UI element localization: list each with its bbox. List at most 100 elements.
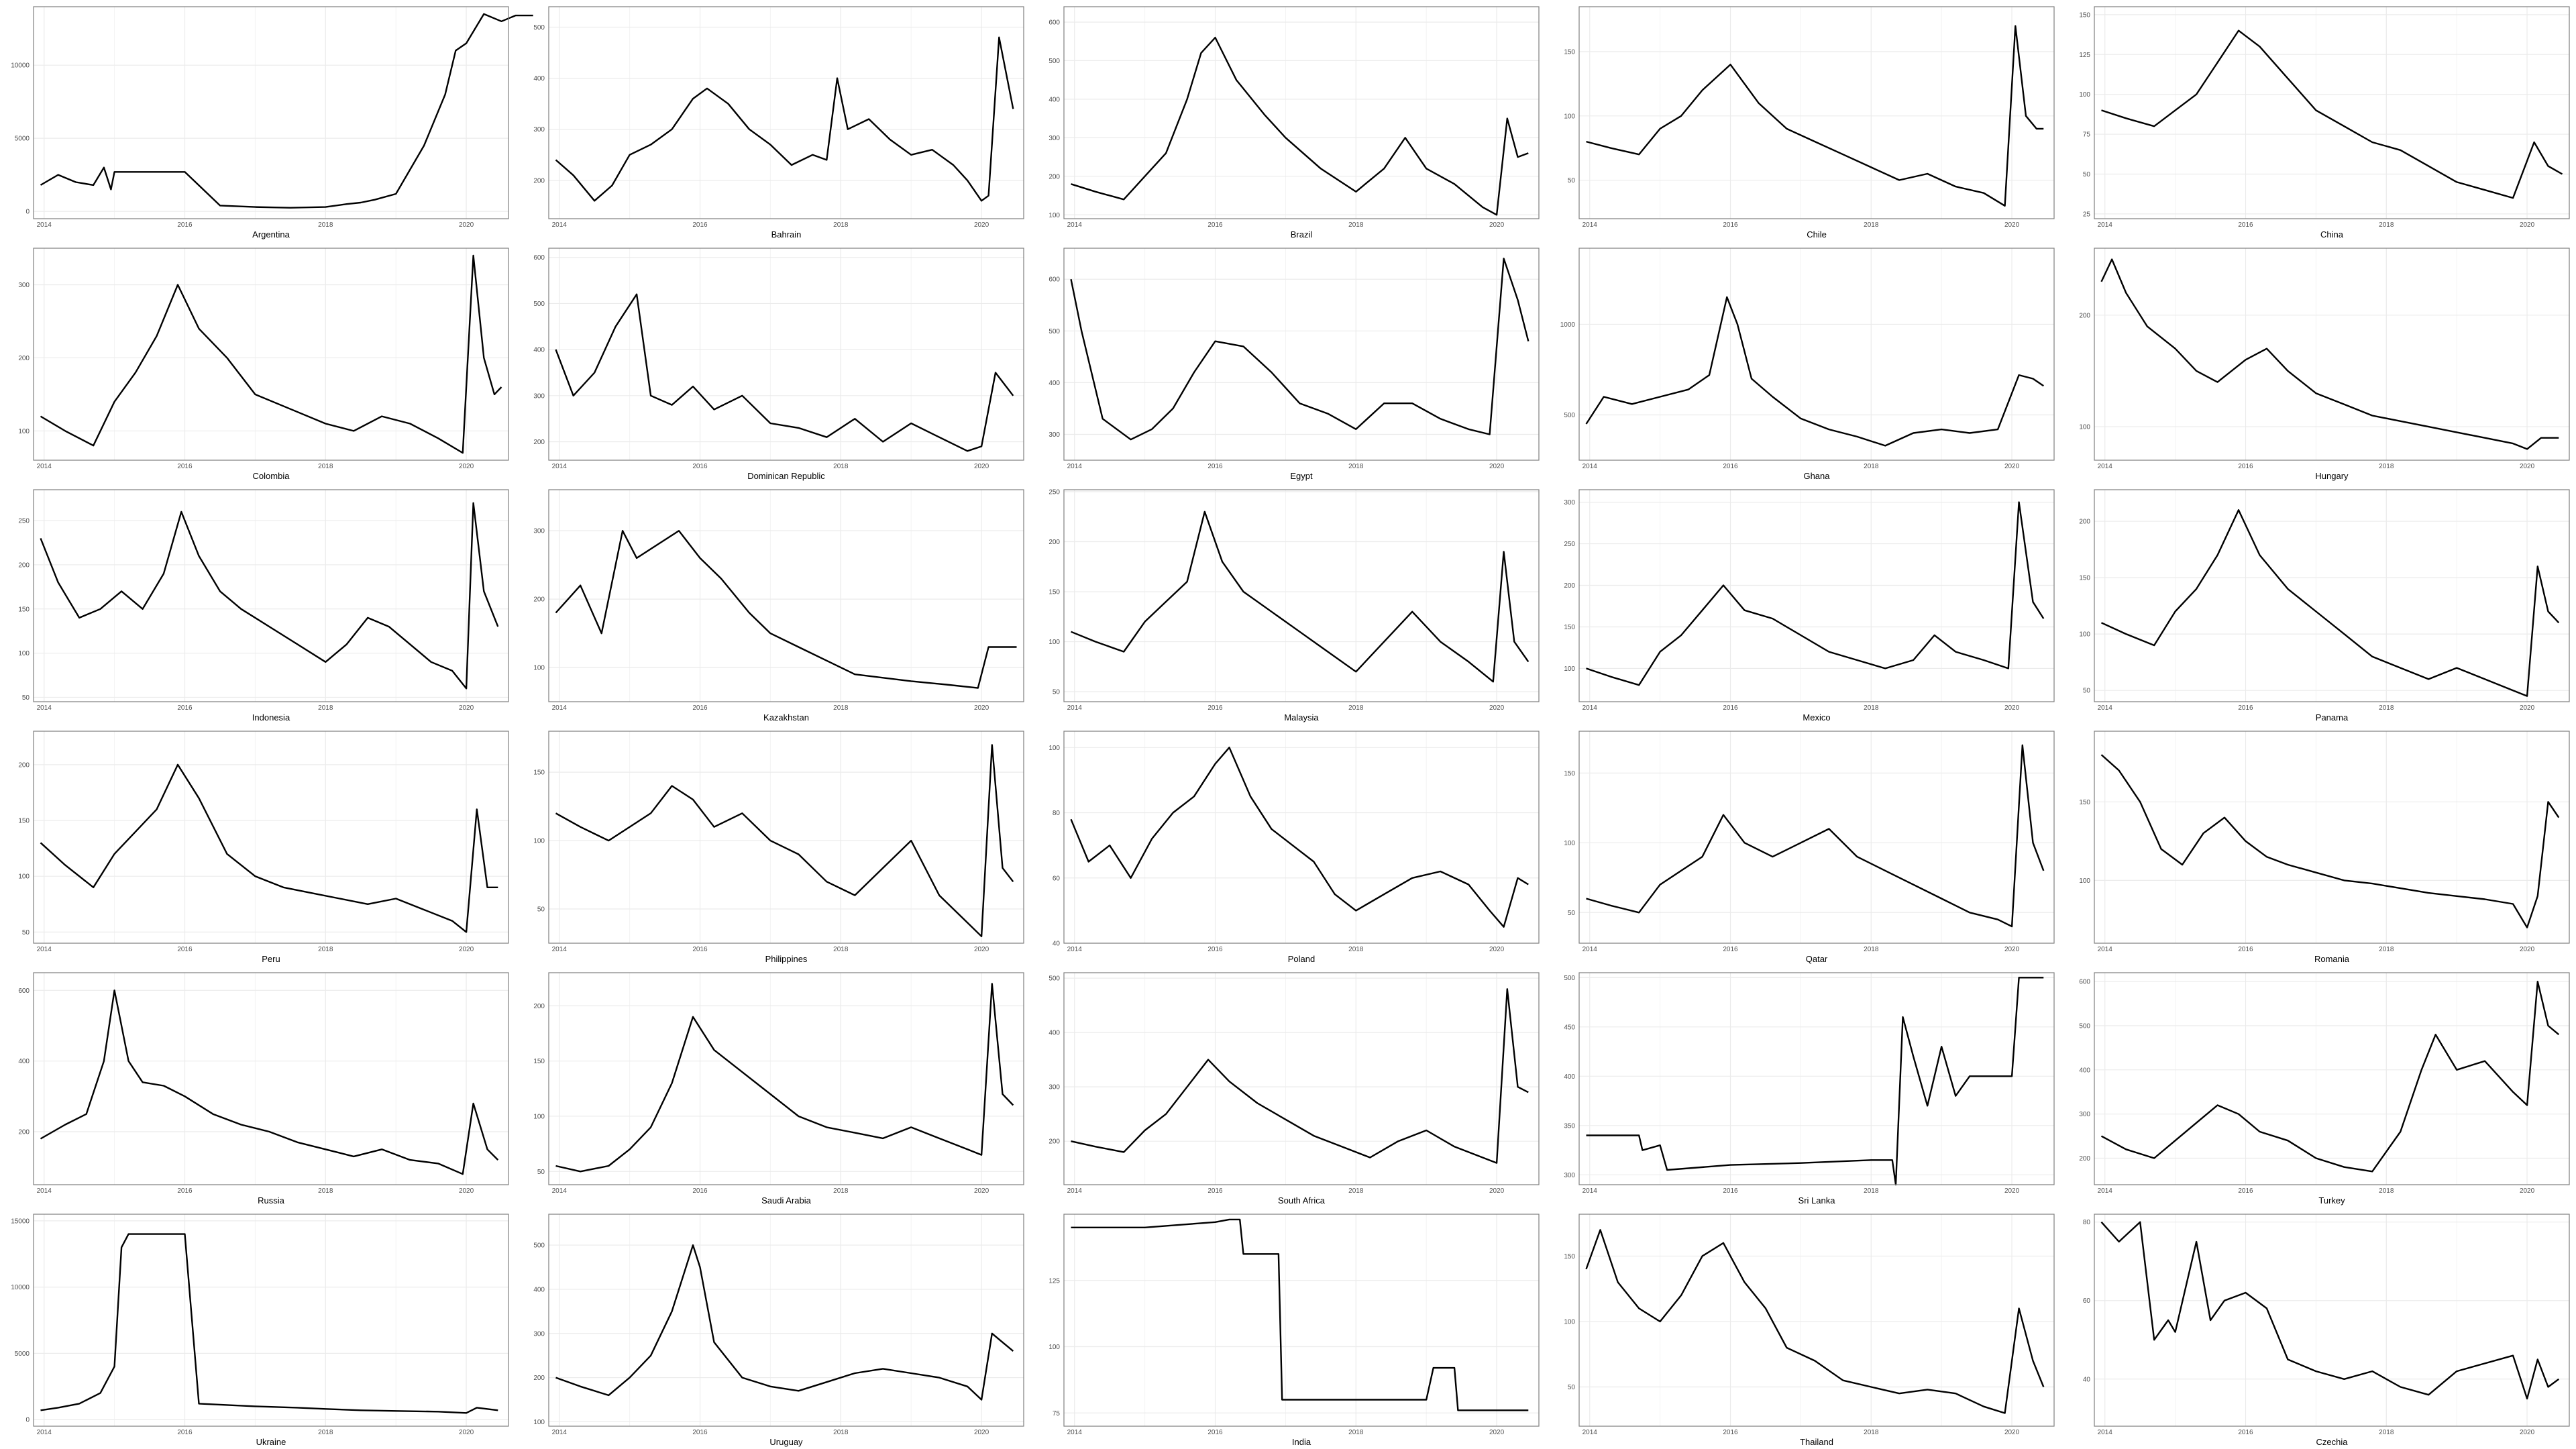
x-tick-label: 2016 <box>2238 704 2253 712</box>
panel-argentina: 2014 2016 2018 2020 0 5000 10000 Argentina <box>0 0 533 241</box>
panel-mexico: 2014 2016 2018 2020 100 150 200 250 300 Mexico <box>1546 483 2061 724</box>
y-tick-label: 200 <box>18 561 30 569</box>
chart-romania: 2014 2016 2018 2020 100 150 Romania <box>2079 731 2570 964</box>
y-tick-label: 200 <box>2079 1155 2090 1163</box>
x-tick-label: 2014 <box>1582 221 1598 229</box>
panel-label: Turkey <box>2318 1195 2345 1205</box>
y-tick-label: 100 <box>18 428 30 435</box>
plot-background <box>549 973 1024 1185</box>
y-tick-label: 100 <box>18 650 30 657</box>
x-tick-label: 2020 <box>974 221 989 229</box>
y-tick-label: 400 <box>1049 96 1060 103</box>
y-tick-label: 500 <box>1049 975 1060 983</box>
y-tick-label: 600 <box>533 254 545 262</box>
y-tick-label: 200 <box>18 1129 30 1136</box>
panel-label: Panama <box>2316 712 2349 722</box>
panel-poland: 2014 2016 2018 2020 40 60 80 100 Poland <box>1030 724 1546 966</box>
series-line-turkey <box>2100 981 2560 1173</box>
x-tick-label: 2018 <box>318 1429 333 1436</box>
x-tick-label: 2014 <box>2098 221 2113 229</box>
panel-frame <box>33 731 509 944</box>
panel-label: Ghana <box>1803 471 1830 481</box>
y-tick-label: 150 <box>18 606 30 613</box>
x-tick-label: 2018 <box>833 463 849 470</box>
y-tick-label: 125 <box>2079 52 2090 59</box>
y-tick-label: 0 <box>25 209 30 216</box>
x-tick-label: 2014 <box>2098 704 2113 712</box>
y-tick-label: 10000 <box>11 1284 30 1291</box>
panel-romania: 2014 2016 2018 2020 100 150 Romania <box>2061 724 2576 966</box>
x-tick-label: 2018 <box>833 1429 849 1436</box>
y-tick-label: 450 <box>1564 1024 1575 1031</box>
x-tick-label: 2016 <box>177 463 193 470</box>
y-tick-label: 200 <box>18 355 30 362</box>
x-tick-label: 2016 <box>2238 1187 2253 1195</box>
y-tick-label: 600 <box>1049 276 1060 284</box>
panel-hungary: 2014 2016 2018 2020 100 200 Hungary <box>2061 241 2576 483</box>
y-tick-label: 400 <box>1564 1073 1575 1081</box>
panel-frame <box>1063 489 1540 702</box>
x-tick-label: 2016 <box>1723 704 1738 712</box>
y-tick-label: 300 <box>18 282 30 289</box>
y-tick-label: 150 <box>1564 624 1575 631</box>
x-tick-label: 2016 <box>692 1187 708 1195</box>
series-line-brazil <box>1071 36 1529 216</box>
x-tick-label: 2020 <box>1489 221 1505 229</box>
panel-label: Colombia <box>253 471 290 481</box>
x-tick-label: 2020 <box>2520 463 2535 470</box>
x-tick-label: 2020 <box>2520 704 2535 712</box>
x-tick-label: 2020 <box>1489 704 1505 712</box>
x-tick-label: 2018 <box>1348 463 1364 470</box>
plot-background <box>1064 731 1539 943</box>
y-tick-label: 350 <box>1564 1122 1575 1130</box>
panel-frame <box>2094 489 2570 702</box>
x-tick-label: 2018 <box>1864 704 1879 712</box>
y-tick-label: 100 <box>1049 639 1060 646</box>
y-tick-label: 150 <box>1564 1253 1575 1260</box>
y-tick-label: 400 <box>533 75 545 83</box>
panel-frame <box>2094 731 2570 944</box>
panel-label: Qatar <box>1806 954 1828 964</box>
y-tick-label: 100 <box>1564 665 1575 673</box>
x-tick-label: 2014 <box>2098 1429 2113 1436</box>
y-tick-label: 500 <box>2079 1023 2090 1030</box>
panel-label: India <box>1292 1437 1311 1447</box>
panel-frame <box>2094 248 2570 461</box>
y-tick-label: 25 <box>2083 211 2091 218</box>
x-tick-label: 2018 <box>1864 946 1879 953</box>
series-line-mexico <box>1586 501 2045 686</box>
panel-frame <box>1578 6 2055 219</box>
x-tick-label: 2020 <box>459 946 474 953</box>
y-tick-label: 400 <box>533 347 545 354</box>
x-tick-label: 2014 <box>37 463 52 470</box>
y-tick-label: 400 <box>2079 1067 2090 1074</box>
series-line-china <box>2101 30 2563 199</box>
y-tick-label: 100 <box>2079 631 2090 639</box>
y-tick-label: 100 <box>18 873 30 881</box>
series-line-malaysia <box>1071 511 1529 683</box>
panel-label: Sri Lanka <box>1799 1195 1836 1205</box>
panel-ukraine: 2014 2016 2018 2020 0 5000 10000 15000 Ukraine <box>0 1208 515 1449</box>
panel-label: Argentina <box>252 229 290 239</box>
y-tick-label: 300 <box>533 392 545 400</box>
panel-frame <box>2094 972 2570 1185</box>
x-tick-label: 2018 <box>318 463 333 470</box>
x-tick-label: 2016 <box>2238 1429 2253 1436</box>
y-tick-label: 100 <box>1564 113 1575 120</box>
panel-indonesia: 2014 2016 2018 2020 50 100 150 200 250 Indonesia <box>0 483 515 724</box>
panel-frame <box>548 972 1024 1185</box>
panel-label: China <box>2320 229 2344 239</box>
x-tick-label: 2020 <box>2520 946 2535 953</box>
y-tick-label: 0 <box>25 1417 30 1424</box>
panel-frame <box>548 6 1024 219</box>
x-tick-label: 2020 <box>2004 463 2020 470</box>
x-tick-label: 2016 <box>1723 221 1738 229</box>
y-tick-label: 150 <box>2079 799 2090 806</box>
x-tick-label: 2018 <box>1348 221 1364 229</box>
x-tick-label: 2014 <box>1067 704 1083 712</box>
plot-background <box>2094 248 2569 460</box>
y-tick-label: 15000 <box>11 1218 30 1225</box>
panel-frame <box>1578 1214 2055 1427</box>
y-tick-label: 200 <box>533 596 545 604</box>
series-line-poland <box>1070 747 1529 928</box>
